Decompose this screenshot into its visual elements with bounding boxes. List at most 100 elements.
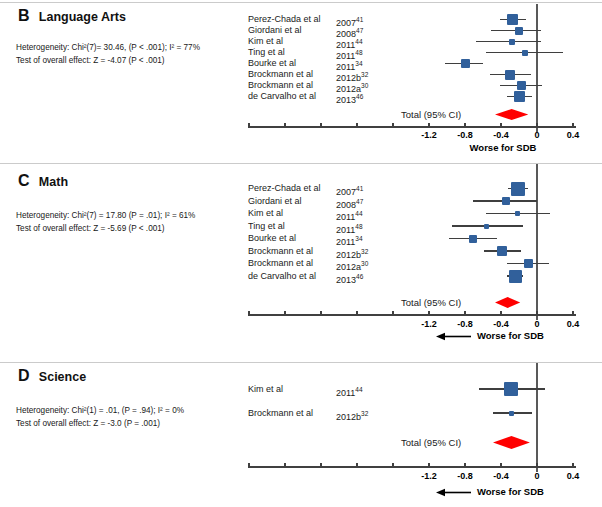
tick-label: 0 xyxy=(522,319,552,329)
effect-square xyxy=(484,224,489,229)
forest-plot: -1.2-0.8-0.400.4Perez-Chada et al200741G… xyxy=(0,3,602,163)
study-name: Bourke et al xyxy=(248,233,296,244)
tick-mark xyxy=(320,463,322,468)
total-label: Total (95% CI) xyxy=(401,437,461,448)
reference-superscript: 34 xyxy=(355,60,362,67)
zero-reference-line xyxy=(536,164,538,320)
tick-label: -0.8 xyxy=(450,130,480,140)
study-name: Kim et al xyxy=(248,384,283,395)
total-label: Total (95% CI) xyxy=(401,109,461,120)
tick-mark xyxy=(356,311,358,316)
axis-direction-label: Worse for SDB xyxy=(477,330,544,341)
study-name: Giordani et al xyxy=(248,196,302,207)
study-name: Giordani et al xyxy=(248,25,302,36)
left-arrow-icon xyxy=(436,488,472,497)
tick-mark xyxy=(284,463,286,468)
tick-mark xyxy=(284,123,286,128)
reference-superscript: 44 xyxy=(355,210,362,217)
tick-mark xyxy=(248,311,250,316)
study-name: de Carvalho et al xyxy=(248,91,316,102)
tick-mark xyxy=(356,463,358,468)
tick-label: 0 xyxy=(522,471,552,481)
reference-superscript: 32 xyxy=(361,410,368,417)
effect-square xyxy=(509,270,522,283)
effect-square xyxy=(505,70,515,80)
zero-reference-line xyxy=(536,4,538,132)
total-diamond xyxy=(495,109,528,120)
x-axis-line xyxy=(248,314,576,316)
tick-label: -1.2 xyxy=(414,130,444,140)
effect-square xyxy=(522,50,528,56)
study-name: Bourke et al xyxy=(248,58,296,69)
tick-label: -0.8 xyxy=(450,319,480,329)
tick-mark xyxy=(248,123,250,128)
tick-mark xyxy=(500,123,502,128)
effect-square xyxy=(515,27,523,35)
axis-direction-label: Worse for SDB xyxy=(477,486,544,497)
forest-plot-figure: { "colors": { "square_blue": "#31609B", … xyxy=(0,0,602,507)
axis-direction-label: Worse for SDB xyxy=(448,142,558,153)
study-name: Kim et al xyxy=(248,208,283,219)
tick-mark xyxy=(356,123,358,128)
effect-square xyxy=(469,235,477,243)
left-arrow-icon xyxy=(436,332,472,341)
effect-square xyxy=(497,246,507,256)
reference-superscript: 47 xyxy=(356,198,363,205)
reference-superscript: 47 xyxy=(356,27,363,34)
total-label: Total (95% CI) xyxy=(401,297,461,308)
forest-plot: -1.2-0.8-0.400.4Perez-Chada et al200741G… xyxy=(0,164,602,362)
reference-superscript: 48 xyxy=(355,223,362,230)
effect-square xyxy=(507,14,518,25)
tick-mark xyxy=(428,123,430,128)
reference-superscript: 34 xyxy=(355,235,362,242)
tick-label: 0.4 xyxy=(558,130,588,140)
panel-math: C Math Heterogeneity: Chi²(7) = 17.80 (P… xyxy=(0,163,602,362)
study-year: 201144 xyxy=(336,384,363,399)
reference-superscript: 30 xyxy=(361,82,368,89)
reference-superscript: 48 xyxy=(355,49,362,56)
effect-square xyxy=(515,211,520,216)
tick-mark xyxy=(500,463,502,468)
reference-superscript: 32 xyxy=(361,248,368,255)
effect-square xyxy=(502,197,510,205)
zero-reference-line xyxy=(536,363,538,472)
tick-label: -0.4 xyxy=(486,130,516,140)
total-diamond xyxy=(493,436,530,449)
reference-superscript: 46 xyxy=(356,93,363,100)
effect-square xyxy=(509,411,514,416)
study-name: Perez-Chada et al xyxy=(248,14,321,25)
tick-label: -0.8 xyxy=(450,471,480,481)
study-name: Ting et al xyxy=(248,47,285,58)
effect-square xyxy=(511,182,525,196)
tick-mark xyxy=(392,311,394,316)
study-name: Perez-Chada et al xyxy=(248,183,321,194)
tick-mark xyxy=(464,123,466,128)
tick-mark xyxy=(536,123,538,128)
reference-superscript: 41 xyxy=(356,185,363,192)
tick-mark xyxy=(428,463,430,468)
tick-label: -1.2 xyxy=(414,319,444,329)
study-name: Kim et al xyxy=(248,36,283,47)
tick-label: 0.4 xyxy=(558,319,588,329)
panel-science: D Science Heterogeneity: Chi²(1) = .01, … xyxy=(0,362,602,507)
total-diamond xyxy=(495,297,520,308)
tick-mark xyxy=(536,463,538,468)
study-year: 201346 xyxy=(336,91,363,106)
effect-square xyxy=(509,39,515,45)
tick-mark xyxy=(392,463,394,468)
tick-mark xyxy=(248,463,250,468)
panel-language-arts: B Language Arts Heterogeneity: Chi²(7)= … xyxy=(0,2,602,163)
study-year: 2012b32 xyxy=(336,408,368,423)
study-name: Ting et al xyxy=(248,221,285,232)
x-axis-line xyxy=(248,466,576,468)
tick-mark xyxy=(320,311,322,316)
tick-mark xyxy=(500,311,502,316)
tick-mark xyxy=(284,311,286,316)
tick-label: -0.4 xyxy=(486,471,516,481)
tick-mark xyxy=(320,123,322,128)
study-name: Brockmann et al xyxy=(248,258,313,269)
tick-label: -1.2 xyxy=(414,471,444,481)
tick-label: -0.4 xyxy=(486,319,516,329)
reference-superscript: 32 xyxy=(361,71,368,78)
effect-square xyxy=(517,81,526,90)
